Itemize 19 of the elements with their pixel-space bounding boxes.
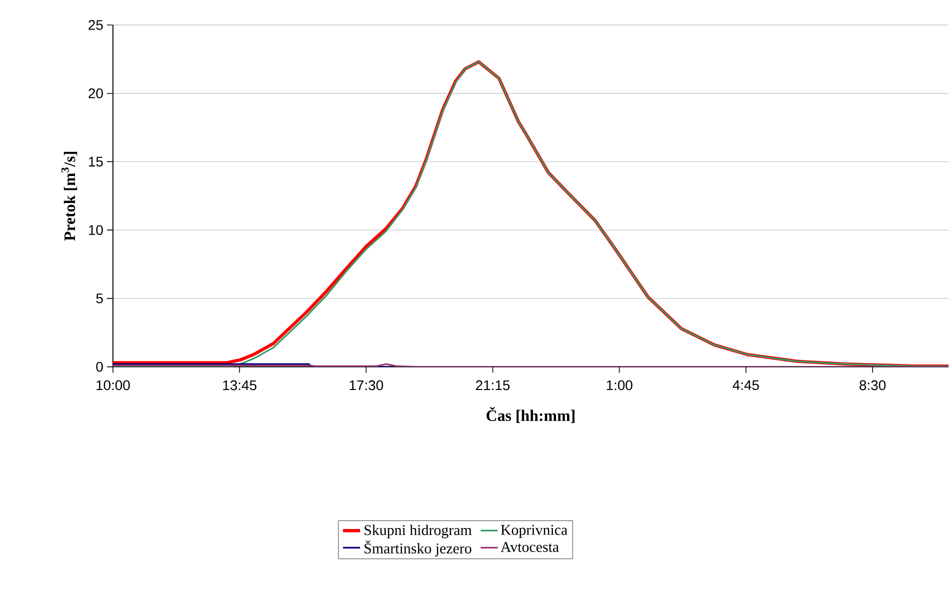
x-tick-label: 21:15 [476, 380, 510, 390]
y-tick-label: 0 [96, 362, 103, 372]
y-tick-label: 5 [96, 294, 103, 304]
x-tick-label: 10:00 [96, 380, 130, 390]
y-tick-label: 10 [88, 225, 103, 236]
x-tick-label: 13:45 [223, 380, 256, 390]
x-tick-label: 17:30 [350, 380, 384, 390]
y-tick-label: 25 [88, 20, 103, 30]
legend-label: Skupni hidrogram [364, 524, 472, 538]
legend-label: Šmartinsko jezero [364, 540, 472, 557]
legend-label: Koprivnica [500, 525, 568, 538]
x-tick-label: 8:30 [860, 380, 886, 390]
x-tick-label: 1:00 [606, 380, 632, 390]
x-axis-title: Čas [hh:mm] [486, 407, 574, 424]
y-tick-label: 15 [88, 157, 103, 167]
x-tick-label: 4:45 [732, 380, 759, 390]
y-tick-label: 20 [88, 88, 103, 98]
legend-label: Avtocesta [500, 542, 559, 552]
y-axis-title: Pretok [m$^{3}$/s] [61, 152, 78, 241]
